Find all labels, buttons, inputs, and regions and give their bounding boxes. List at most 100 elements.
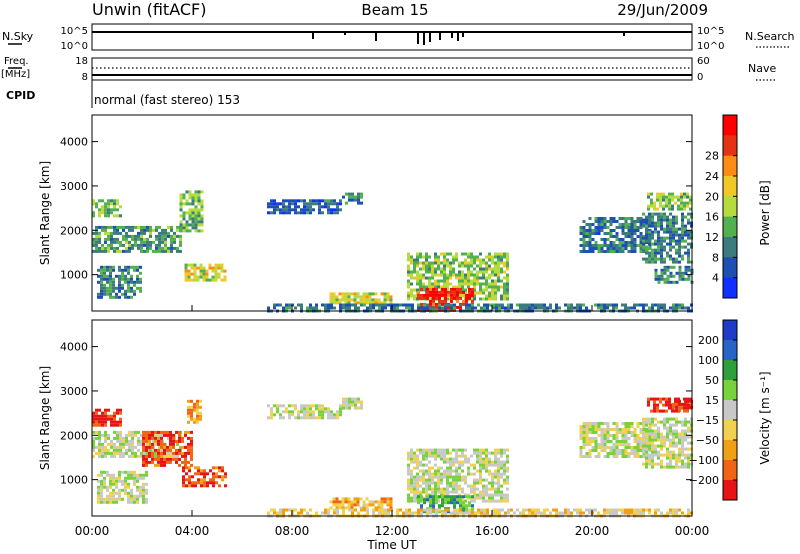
data-cell xyxy=(438,495,441,499)
data-cell xyxy=(648,429,651,433)
data-cell xyxy=(437,490,440,494)
data-cell xyxy=(182,478,185,482)
data-cell xyxy=(522,508,525,512)
data-cell xyxy=(663,271,667,275)
data-cell xyxy=(368,292,372,296)
data-cell xyxy=(359,295,363,299)
data-cell xyxy=(315,306,318,310)
data-cell xyxy=(282,511,285,515)
data-cell xyxy=(218,466,221,470)
data-cell xyxy=(136,494,139,498)
data-cell xyxy=(473,493,476,497)
data-cell xyxy=(161,433,164,437)
data-cell xyxy=(372,508,375,512)
data-cell xyxy=(486,303,489,307)
data-cell xyxy=(458,294,461,298)
data-cell xyxy=(660,462,663,466)
data-cell xyxy=(136,280,139,284)
data-cell xyxy=(639,244,643,247)
data-cell xyxy=(140,442,143,446)
data-cell xyxy=(500,454,503,458)
data-cell xyxy=(647,192,650,196)
data-cell xyxy=(479,451,482,455)
data-cell xyxy=(423,296,426,300)
data-cell xyxy=(684,465,687,469)
data-cell xyxy=(184,433,187,437)
data-cell xyxy=(142,448,145,452)
data-cell xyxy=(172,451,175,455)
data-cell xyxy=(384,511,387,515)
data-cell xyxy=(639,232,643,235)
data-cell xyxy=(309,306,312,310)
data-cell xyxy=(683,409,686,413)
data-cell xyxy=(112,476,115,480)
data-cell xyxy=(479,478,482,482)
data-cell xyxy=(194,205,198,209)
data-cell xyxy=(683,195,686,199)
data-cell xyxy=(163,445,166,449)
data-cell xyxy=(434,484,437,488)
data-cell xyxy=(680,192,683,196)
data-cell xyxy=(188,481,191,485)
data-cell xyxy=(663,236,666,240)
data-cell xyxy=(684,306,687,310)
data-cell xyxy=(104,214,107,218)
data-cell xyxy=(431,454,434,458)
data-cell xyxy=(333,416,336,420)
data-cell xyxy=(630,425,634,428)
data-cell xyxy=(615,431,619,434)
data-cell xyxy=(594,229,598,232)
data-cell xyxy=(332,497,336,501)
data-cell xyxy=(178,451,181,455)
data-cell xyxy=(422,273,425,277)
data-cell xyxy=(107,448,110,452)
data-cell xyxy=(127,295,130,299)
data-cell xyxy=(416,472,419,476)
data-cell xyxy=(468,508,471,512)
data-cell xyxy=(113,417,116,421)
data-cell xyxy=(333,211,336,215)
data-cell xyxy=(503,276,506,280)
data-cell xyxy=(130,473,133,477)
data-cell xyxy=(678,432,681,436)
data-cell xyxy=(193,263,197,267)
data-cell xyxy=(221,475,224,479)
data-cell xyxy=(212,478,215,482)
data-cell xyxy=(497,258,500,262)
data-cell xyxy=(425,493,428,497)
data-cell xyxy=(678,277,682,281)
data-cell xyxy=(199,417,202,421)
data-cell xyxy=(176,442,179,446)
data-cell xyxy=(618,226,622,229)
data-cell xyxy=(653,403,656,407)
data-cell xyxy=(338,298,342,302)
data-cell xyxy=(588,443,592,446)
data-cell xyxy=(341,506,345,510)
data-cell xyxy=(128,439,131,443)
data-cell xyxy=(500,270,503,274)
data-cell xyxy=(453,504,456,508)
data-cell xyxy=(495,511,498,515)
data-cell xyxy=(429,302,432,306)
data-cell xyxy=(354,406,357,410)
data-cell xyxy=(104,430,107,434)
data-cell xyxy=(678,508,681,512)
data-cell xyxy=(494,261,497,265)
data-cell xyxy=(329,506,333,510)
data-cell xyxy=(657,233,660,237)
data-cell xyxy=(309,199,312,203)
data-cell xyxy=(104,454,107,458)
data-cell xyxy=(612,241,616,244)
data-cell xyxy=(645,450,648,454)
data-cell xyxy=(609,508,612,512)
data-cell xyxy=(650,198,653,202)
data-cell xyxy=(133,482,136,486)
data-cell xyxy=(675,508,678,512)
data-cell xyxy=(127,265,130,269)
data-cell xyxy=(684,456,687,460)
data-cell xyxy=(434,457,437,461)
data-cell xyxy=(642,420,645,424)
data-cell xyxy=(624,232,628,235)
data-cell xyxy=(656,195,659,199)
data-cell xyxy=(456,508,459,512)
